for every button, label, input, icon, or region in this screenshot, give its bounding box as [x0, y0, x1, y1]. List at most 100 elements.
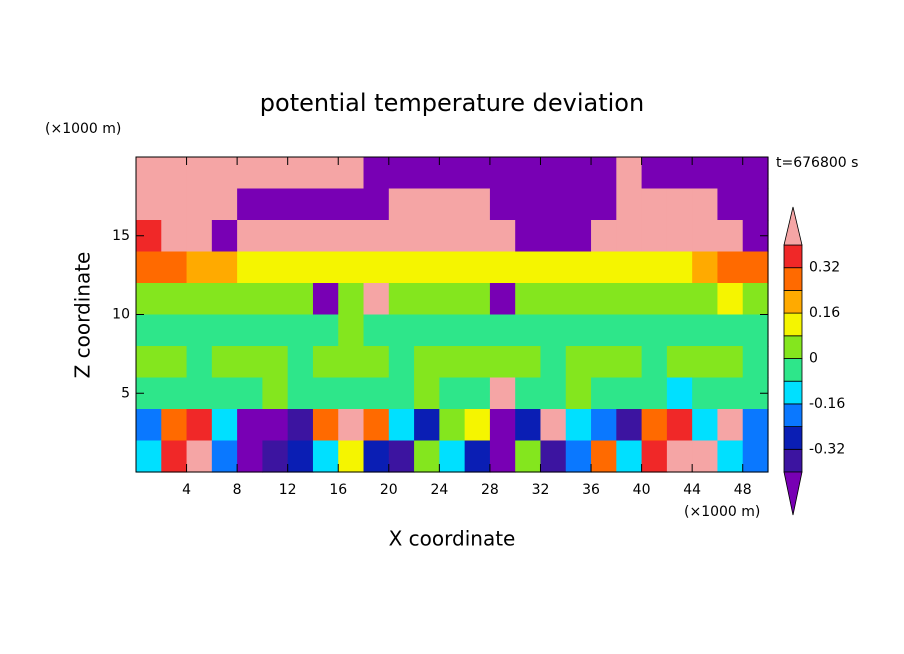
- field-cell: [237, 440, 263, 473]
- x-tick-label: 48: [734, 482, 752, 498]
- field-cell: [591, 346, 617, 379]
- field-cell: [262, 188, 289, 221]
- field-cell: [136, 409, 162, 442]
- field-cell: [717, 346, 744, 379]
- field-cell: [565, 346, 592, 379]
- field-cell: [464, 440, 491, 473]
- field-cell: [742, 346, 769, 379]
- field-cell: [717, 409, 744, 442]
- field-cell: [136, 440, 162, 473]
- field-cell: [211, 220, 238, 253]
- field-cell: [489, 251, 516, 284]
- field-cell: [262, 409, 289, 442]
- field-cell: [388, 157, 415, 190]
- field-cell: [565, 220, 592, 253]
- x-tick-label: 32: [532, 482, 550, 498]
- field-cell: [489, 377, 516, 410]
- field-cell: [262, 220, 289, 253]
- colorbar-box: [783, 289, 803, 314]
- field-cell: [464, 346, 491, 379]
- field-cell: [439, 220, 466, 253]
- colorbar-box: [783, 335, 803, 359]
- field-cell: [161, 409, 188, 442]
- field-cell: [742, 314, 769, 347]
- field-cell: [363, 409, 390, 442]
- field-cell: [161, 188, 188, 221]
- field-cell: [666, 377, 693, 410]
- field-cell: [338, 409, 365, 442]
- colorbar-box: [783, 267, 803, 291]
- field-cell: [540, 251, 567, 284]
- field-cell: [692, 314, 719, 347]
- field-cell: [161, 157, 188, 190]
- field-cell: [363, 283, 390, 316]
- field-cell: [591, 220, 617, 253]
- field-cell: [641, 157, 668, 190]
- field-cell: [515, 314, 542, 347]
- x-tick-label: 24: [430, 482, 448, 498]
- field-cell: [161, 377, 188, 410]
- field-cell: [464, 283, 491, 316]
- field-cell: [338, 346, 365, 379]
- field-cell: [439, 440, 466, 473]
- field-cell: [237, 409, 263, 442]
- field-cell: [312, 283, 339, 316]
- field-cell: [262, 440, 289, 473]
- field-cell: [717, 283, 744, 316]
- field-cell: [211, 377, 238, 410]
- field-cell: [591, 157, 617, 190]
- field-cell: [388, 188, 415, 221]
- field-cell: [262, 283, 289, 316]
- field-cell: [666, 283, 693, 316]
- field-cell: [742, 283, 769, 316]
- field-cell: [414, 188, 440, 221]
- field-cell: [338, 251, 365, 284]
- field-cell: [363, 220, 390, 253]
- field-cell: [211, 251, 238, 284]
- field-cell: [363, 346, 390, 379]
- field-cell: [666, 251, 693, 284]
- field-cell: [666, 440, 693, 473]
- field-cell: [338, 283, 365, 316]
- field-cell: [489, 346, 516, 379]
- field-cell: [692, 440, 719, 473]
- field-cell: [692, 157, 719, 190]
- y-tick-label: 15: [112, 228, 130, 244]
- field-cell: [591, 409, 617, 442]
- field-cell: [742, 188, 769, 221]
- field-cell: [161, 251, 188, 284]
- field-cell: [717, 251, 744, 284]
- field-cell: [616, 346, 643, 379]
- field-cell: [692, 283, 719, 316]
- field-cell: [717, 188, 744, 221]
- field-cell: [211, 440, 238, 473]
- field-cell: [312, 377, 339, 410]
- field-cell: [312, 188, 339, 221]
- field-cell: [338, 188, 365, 221]
- field-cell: [464, 188, 491, 221]
- field-cell: [641, 440, 668, 473]
- field-cell: [338, 440, 365, 473]
- x-tick-label: 4: [182, 482, 191, 498]
- colorbar-triangle-high: [783, 206, 803, 246]
- colorbar-box: [783, 426, 803, 450]
- field-cell: [591, 283, 617, 316]
- field-cell: [666, 157, 693, 190]
- field-cell: [717, 377, 744, 410]
- field-cell: [489, 188, 516, 221]
- field-cell: [540, 314, 567, 347]
- y-tick-label: 5: [121, 385, 130, 401]
- field: [136, 157, 769, 473]
- field-cell: [186, 188, 213, 221]
- field-cell: [186, 440, 213, 473]
- field-cell: [641, 409, 668, 442]
- x-tick-label: 16: [329, 482, 347, 498]
- field-cell: [414, 220, 440, 253]
- field-cell: [237, 220, 263, 253]
- field-cell: [616, 314, 643, 347]
- field-cell: [312, 251, 339, 284]
- field-cell: [742, 251, 769, 284]
- field-cell: [591, 377, 617, 410]
- x-unit: (×1000 m): [684, 504, 760, 520]
